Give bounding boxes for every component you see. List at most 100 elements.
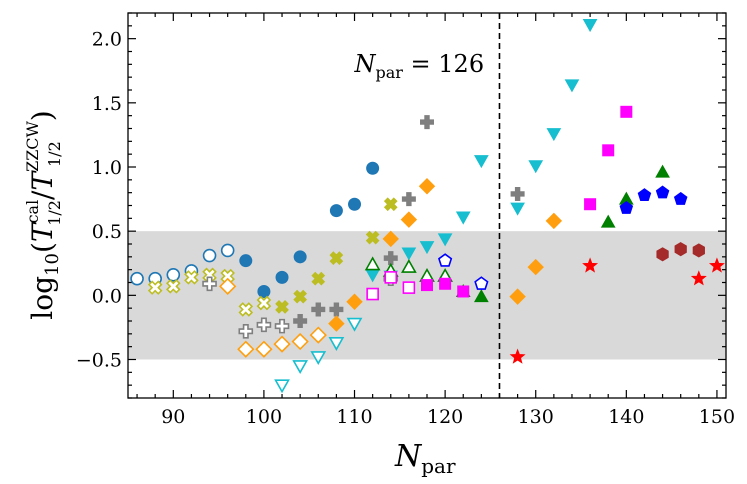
data-point-triangle-down	[437, 233, 453, 247]
data-point-diamond	[237, 340, 255, 358]
x-tick-label: 110	[336, 406, 372, 428]
data-point-circle	[239, 254, 253, 268]
data-point-star	[708, 257, 725, 273]
data-point-hexagon	[674, 242, 687, 257]
data-point-diamond	[291, 332, 309, 351]
data-point-x	[365, 230, 380, 245]
data-point-circle	[275, 270, 289, 284]
data-point-plus	[510, 186, 525, 201]
data-point-plus	[256, 317, 272, 333]
data-point-square	[439, 277, 452, 290]
data-point-circle	[348, 197, 362, 211]
data-point-triangle-down	[528, 160, 544, 174]
data-point-triangle-down	[582, 19, 598, 33]
data-point-triangle-up	[600, 214, 616, 228]
y-tick-label: −0.5	[76, 350, 122, 372]
data-point-circle	[220, 243, 235, 258]
data-point-triangle-down	[455, 211, 471, 225]
data-point-x	[147, 280, 163, 295]
data-point-square	[620, 105, 633, 118]
x-tick-label: 120	[427, 406, 463, 428]
x-tick-label: 100	[246, 406, 282, 428]
data-point-diamond	[545, 212, 563, 230]
data-point-triangle-down	[346, 317, 363, 332]
data-point-circle	[329, 204, 343, 218]
data-point-x	[166, 279, 181, 294]
data-point-x	[311, 271, 326, 286]
data-point-triangle-down	[274, 379, 290, 394]
x-tick-label: 90	[161, 406, 185, 428]
data-point-x	[238, 302, 254, 317]
data-point-triangle-down	[292, 360, 309, 375]
data-point-plus	[238, 323, 254, 339]
y-tick-label: 2.0	[92, 29, 122, 51]
y-tick-label: 0.0	[92, 285, 122, 307]
data-point-triangle-up	[364, 256, 381, 271]
data-point-plus	[202, 276, 217, 292]
data-point-circle	[293, 250, 307, 264]
data-point-diamond	[382, 230, 399, 248]
data-point-square	[366, 287, 379, 301]
data-point-diamond	[527, 258, 544, 276]
x-axis-label: Npar	[394, 439, 456, 478]
data-point-triangle-down	[328, 337, 345, 351]
data-point-plus	[401, 192, 416, 207]
data-point-triangle-down	[401, 247, 417, 261]
data-markers	[130, 19, 725, 394]
x-tick-labels: 90 100 110 120 130 140 150	[161, 406, 735, 428]
x-tick-label: 130	[518, 406, 554, 428]
data-point-circle	[130, 271, 144, 286]
data-point-x	[293, 289, 308, 304]
data-point-x	[184, 270, 199, 285]
major-ticks	[128, 13, 726, 398]
data-point-x	[275, 300, 289, 314]
plot-frame	[127, 12, 727, 399]
data-point-diamond	[255, 340, 273, 358]
data-point-diamond	[219, 277, 237, 295]
data-point-triangle-down	[564, 79, 580, 93]
data-point-plus	[274, 318, 290, 334]
data-point-square	[602, 144, 615, 157]
data-point-square	[457, 285, 470, 298]
data-point-triangle-down	[510, 202, 525, 216]
data-point-circle	[166, 267, 181, 282]
x-tick-label: 150	[699, 406, 735, 428]
data-point-x	[256, 295, 272, 311]
vline-annotation: Npar = 126	[353, 50, 484, 82]
data-point-diamond	[400, 211, 418, 228]
data-point-triangle-up	[401, 258, 417, 273]
data-point-square	[402, 281, 416, 294]
data-point-diamond	[509, 288, 526, 305]
data-point-circle	[366, 161, 380, 175]
data-point-diamond	[273, 335, 291, 353]
data-point-diamond	[309, 326, 327, 344]
y-axis-label: log10(Tcal 1/2/TZZCW 1/2)	[23, 110, 64, 319]
data-point-star	[690, 270, 707, 286]
y-tick-label: 0.5	[92, 221, 122, 243]
y-tick-label: 1.0	[92, 157, 122, 179]
data-point-star	[509, 348, 526, 364]
data-point-circle	[257, 284, 271, 298]
data-point-triangle-up	[474, 289, 489, 303]
data-point-pentagon	[655, 185, 670, 199]
data-point-triangle-down	[310, 351, 327, 366]
data-point-plus	[329, 302, 344, 317]
data-point-diamond	[346, 293, 363, 310]
data-point-plus	[293, 314, 308, 328]
data-point-plus	[420, 115, 434, 130]
data-point-plus	[311, 302, 326, 317]
x-tick-label: 140	[608, 406, 644, 428]
y-tick-labels: −0.5 0.0 0.5 1.0 1.5 2.0	[76, 29, 122, 372]
data-point-hexagon	[656, 247, 669, 262]
data-point-square	[584, 198, 597, 211]
data-point-pentagon	[619, 200, 634, 214]
data-point-hexagon	[692, 243, 705, 258]
data-point-diamond	[418, 178, 436, 195]
data-point-square	[421, 279, 433, 292]
data-point-plus	[383, 251, 398, 266]
y-tick-label: 1.5	[92, 93, 122, 115]
data-point-triangle-down	[546, 128, 562, 142]
data-point-diamond	[328, 315, 345, 332]
data-point-pentagon	[437, 253, 453, 267]
